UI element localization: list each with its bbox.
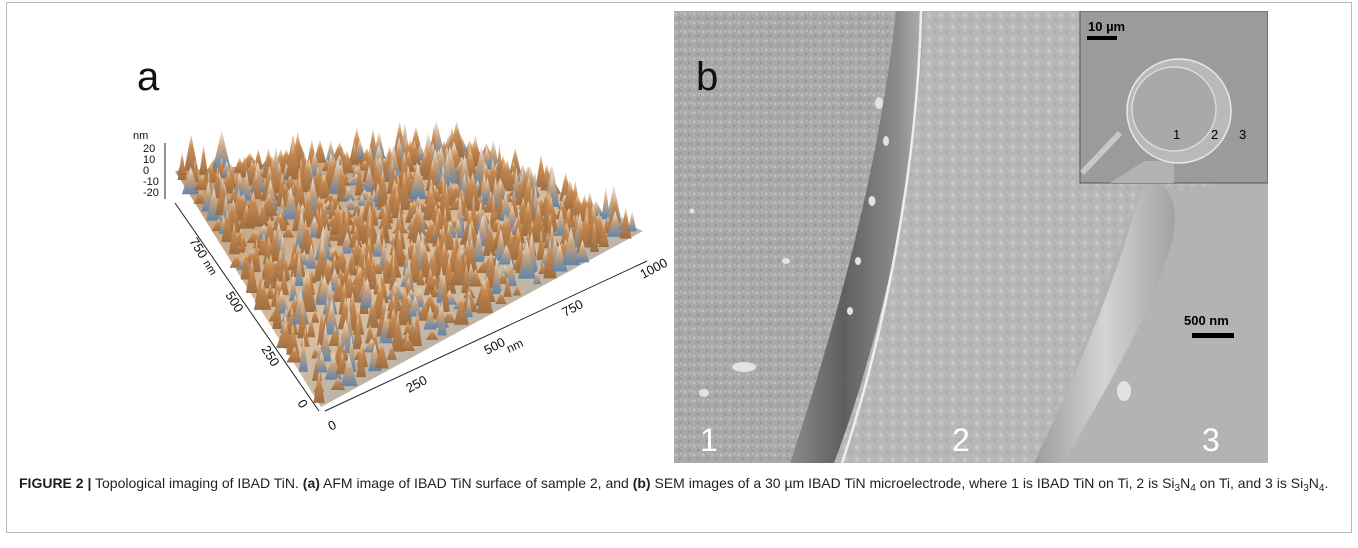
afm-y-tick-label: 500 — [222, 289, 246, 315]
caption-text-1: Topological imaging of IBAD TiN. — [95, 475, 299, 491]
inset-scale-label: 10 µm — [1088, 19, 1125, 34]
afm-x-axis — [324, 260, 648, 412]
panel-b-sem: 1 2 3 500 nm 10 µm 1 2 3 b — [674, 11, 1268, 463]
caption-text-2: AFM image of IBAD TiN surface of sample … — [323, 475, 629, 491]
afm-x-tick-label: 500 — [481, 334, 507, 357]
caption-text-3: SEM images of a 30 µm IBAD TiN microelec… — [654, 475, 1175, 491]
afm-z-tick-label: 20 — [143, 143, 155, 155]
afm-x-tick-label: 1000 — [637, 255, 667, 282]
sem-particles — [689, 97, 1131, 401]
afm-z-tick-label: -10 — [143, 176, 159, 188]
inset-region-labels: 1 2 3 — [1173, 127, 1246, 142]
afm-z-tick-label: 0 — [143, 165, 149, 177]
afm-y-tick-label: 0 — [294, 397, 311, 411]
caption-sub-4: 4 — [1318, 483, 1325, 494]
afm-y-tick-label: 750 — [186, 235, 210, 261]
inset-region-label: 2 — [1211, 127, 1218, 142]
sem-region-label: 2 — [952, 422, 970, 458]
caption-figure-label: FIGURE 2 | — [19, 475, 92, 491]
sem-region-label: 3 — [1202, 422, 1220, 458]
figure-caption: FIGURE 2 | Topological imaging of IBAD T… — [19, 473, 1339, 494]
sem-region-label: 1 — [700, 422, 718, 458]
afm-y-axis — [174, 202, 320, 412]
afm-z-unit: nm — [133, 130, 148, 142]
inset-region-label: 3 — [1239, 127, 1246, 142]
caption-sub-2: 4 — [1190, 483, 1196, 494]
sem-region-labels: 1 2 3 — [700, 422, 1220, 458]
afm-z-tick-label: -20 — [143, 187, 159, 199]
sem-image: 1 2 3 500 nm 10 µm 1 2 3 — [674, 11, 1268, 463]
caption-panel-a-mark: (a) — [302, 475, 320, 491]
caption-panel-b-mark: (b) — [632, 475, 651, 491]
afm-x-unit: nm — [504, 336, 525, 356]
figure-frame: a — [6, 2, 1352, 533]
caption-text-7: . — [1324, 475, 1329, 491]
sem-edge-band — [790, 11, 924, 463]
sem-scale-bar — [1192, 333, 1234, 338]
inset-scale-bar — [1087, 36, 1117, 40]
panel-b-letter: b — [696, 55, 719, 99]
sem-scale-label: 500 nm — [1184, 313, 1229, 328]
panel-a-afm: a — [7, 3, 670, 463]
caption-text-6: N — [1308, 475, 1319, 491]
inset-region-label: 1 — [1173, 127, 1180, 142]
sem-ridge — [1034, 181, 1175, 463]
afm-x-tick-label: 250 — [403, 372, 429, 395]
sem-bright-edge — [840, 11, 923, 463]
caption-sub-3: 3 — [1303, 483, 1309, 494]
caption-sub-1: 3 — [1174, 483, 1181, 494]
panel-a-letter: a — [137, 55, 160, 99]
caption-text-4: N — [1180, 475, 1191, 491]
afm-x-tick-label: 0 — [325, 417, 338, 434]
sem-inset: 10 µm 1 2 3 — [1079, 11, 1268, 184]
afm-z-tick-label: 10 — [143, 154, 155, 166]
afm-surface-spikes — [176, 119, 637, 403]
caption-text-5: on Ti, and 3 is Si — [1199, 475, 1304, 491]
afm-y-unit: nm — [200, 258, 218, 277]
